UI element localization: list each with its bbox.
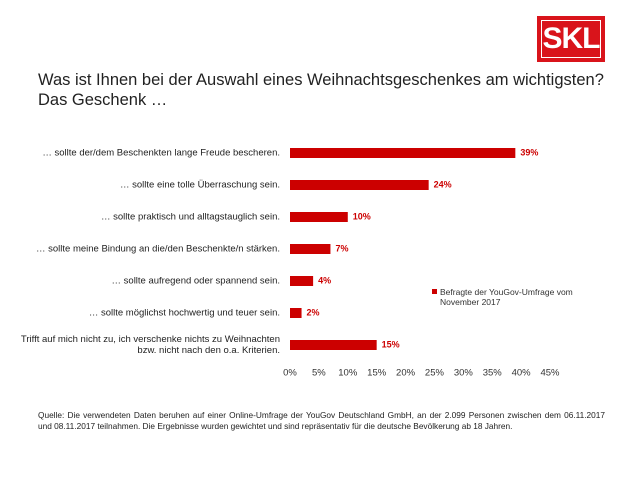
value-label: 4%: [318, 275, 331, 285]
source-note: Quelle: Die verwendeten Daten beruhen au…: [38, 410, 605, 431]
x-tick-label: 45%: [540, 368, 560, 379]
chart-title: Was ist Ihnen bei der Auswahl eines Weih…: [38, 71, 604, 89]
bar: [290, 340, 377, 350]
x-tick-label: 40%: [512, 368, 532, 379]
category-label: … sollte möglichst hochwertig und teuer …: [88, 307, 280, 319]
legend-label: Befragte der YouGov-Umfrage vom November…: [440, 287, 573, 307]
x-tick-label: 35%: [483, 368, 503, 379]
bar: [290, 308, 302, 318]
category-label: Trifft auf mich nicht zu, ich verschenke…: [20, 334, 280, 356]
x-tick-label: 0%: [283, 368, 297, 379]
value-label: 2%: [307, 307, 320, 317]
value-label: 39%: [520, 147, 538, 157]
x-tick-label: 15%: [367, 368, 387, 379]
value-label: 24%: [434, 179, 452, 189]
value-label: 7%: [335, 243, 348, 253]
category-label: … sollte aufregend oder spannend sein.: [111, 275, 280, 287]
logo-box: SKL: [537, 16, 605, 62]
bar: [290, 212, 348, 222]
category-label: … sollte praktisch und alltagstauglich s…: [100, 211, 280, 223]
bar: [290, 244, 331, 254]
title-block: Was ist Ihnen bei der Auswahl eines Weih…: [38, 70, 604, 110]
bar: [290, 276, 314, 286]
x-tick-label: 25%: [425, 368, 445, 379]
value-label: 15%: [382, 339, 400, 349]
bar: [290, 148, 516, 158]
legend-swatch: [432, 289, 437, 294]
category-label: … sollte eine tolle Überraschung sein.: [119, 179, 280, 191]
x-tick-label: 20%: [396, 368, 416, 379]
bar: [290, 180, 429, 190]
chart-subtitle: Das Geschenk …: [38, 91, 168, 109]
x-tick-label: 5%: [312, 368, 326, 379]
value-label: 10%: [353, 211, 371, 221]
x-tick-label: 30%: [454, 368, 474, 379]
category-label: … sollte der/dem Beschenkten lange Freud…: [42, 147, 280, 159]
category-label: … sollte meine Bindung an die/den Besche…: [36, 243, 280, 255]
logo: SKL: [541, 20, 601, 58]
x-tick-label: 10%: [338, 368, 358, 379]
